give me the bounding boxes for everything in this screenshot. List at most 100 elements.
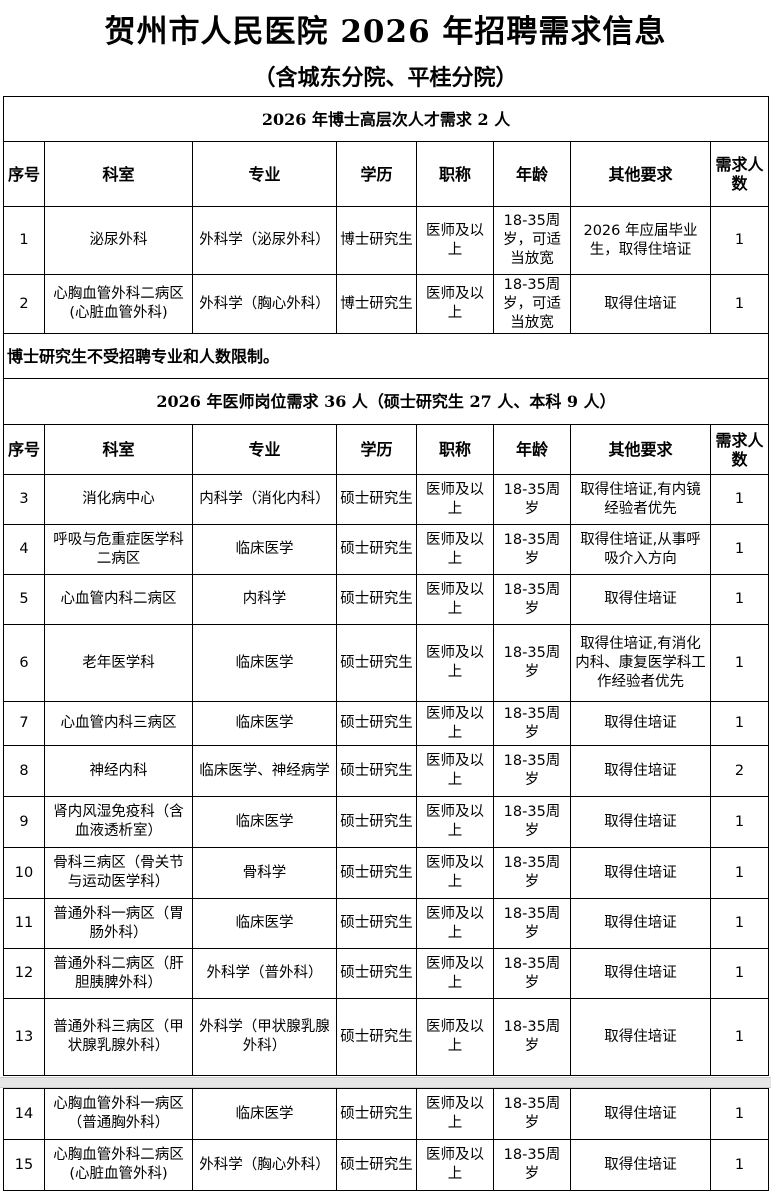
title-cell: 医师及以上 bbox=[416, 701, 494, 746]
age-cell: 18-35周岁 bbox=[493, 624, 571, 702]
age-cell: 18-35周岁 bbox=[493, 1088, 571, 1140]
age-cell: 18-35周岁 bbox=[493, 847, 571, 899]
major-cell: 外科学（胸心外科） bbox=[192, 1139, 337, 1191]
education-cell: 硕士研究生 bbox=[336, 796, 417, 848]
title-cell: 医师及以上 bbox=[416, 574, 494, 625]
title-cell: 医师及以上 bbox=[416, 1088, 494, 1140]
count-cell: 1 bbox=[709, 796, 770, 848]
other-req-cell: 2026 年应届毕业生，取得住培证 bbox=[570, 206, 711, 275]
department-cell: 呼吸与危重症医学科二病区 bbox=[44, 524, 193, 575]
count-cell: 1 bbox=[709, 274, 770, 334]
other-req-cell: 取得住培证 bbox=[570, 701, 711, 746]
major-cell: 内科学 bbox=[192, 574, 337, 625]
table-row: 13 普通外科三病区（甲状腺乳腺外科） 外科学（甲状腺乳腺外科） 硕士研究生 医师及以上… bbox=[3, 998, 770, 1076]
other-req-cell: 取得住培证,有内镜经验者优先 bbox=[570, 474, 711, 525]
seq-cell: 5 bbox=[3, 574, 45, 625]
major-cell: 临床医学、神经病学 bbox=[192, 745, 337, 797]
department-cell: 心血管内科二病区 bbox=[44, 574, 193, 625]
header-row: 序号 科室 专业 学历 职称 年龄 其他要求 需求人数 bbox=[3, 141, 770, 207]
department-cell: 普通外科三病区（甲状腺乳腺外科） bbox=[44, 998, 193, 1076]
table-row: 11 普通外科一病区（胃肠外科） 临床医学 硕士研究生 医师及以上 18-35周岁 取得住培… bbox=[3, 898, 770, 949]
age-cell: 18-35周岁 bbox=[493, 745, 571, 797]
column-header: 序号 bbox=[3, 424, 45, 475]
age-cell: 18-35周岁 bbox=[493, 701, 571, 746]
header-row: 序号 科室 专业 学历 职称 年龄 其他要求 需求人数 bbox=[3, 424, 770, 475]
title-cell: 医师及以上 bbox=[416, 1139, 494, 1191]
section-heading-row: 2026 年博士高层次人才需求 2 人 bbox=[2, 96, 770, 142]
other-req-cell: 取得住培证 bbox=[570, 1139, 711, 1191]
department-cell: 心胸血管外科二病区(心脏血管外科) bbox=[44, 274, 193, 334]
seq-cell: 14 bbox=[3, 1088, 45, 1140]
seq-cell: 9 bbox=[3, 796, 45, 848]
seq-cell: 12 bbox=[3, 948, 45, 999]
other-req-cell: 取得住培证,从事呼吸介入方向 bbox=[570, 524, 711, 575]
title-cell: 医师及以上 bbox=[416, 948, 494, 999]
other-req-cell: 取得住培证 bbox=[570, 898, 711, 949]
education-cell: 硕士研究生 bbox=[336, 948, 417, 999]
column-header: 序号 bbox=[3, 141, 45, 207]
section-heading-row: 2026 年医师岗位需求 36 人（硕士研究生 27 人、本科 9 人） bbox=[2, 378, 770, 425]
title-cell: 医师及以上 bbox=[416, 796, 494, 848]
section-heading: 2026 年医师岗位需求 36 人（硕士研究生 27 人、本科 9 人） bbox=[2, 378, 770, 425]
table-row: 1 泌尿外科 外科学（泌尿外科） 博士研究生 医师及以上 18-35周岁，可适当放宽 202… bbox=[3, 206, 770, 275]
title-cell: 医师及以上 bbox=[416, 524, 494, 575]
major-cell: 外科学（普外科） bbox=[192, 948, 337, 999]
other-req-cell: 取得住培证 bbox=[570, 847, 711, 899]
age-cell: 18-35周岁 bbox=[493, 898, 571, 949]
department-cell: 心胸血管外科一病区（普通胸外科） bbox=[44, 1088, 193, 1140]
count-cell: 2 bbox=[709, 745, 770, 797]
column-header: 其他要求 bbox=[570, 424, 711, 475]
department-cell: 心血管内科三病区 bbox=[44, 701, 193, 746]
education-cell: 硕士研究生 bbox=[336, 474, 417, 525]
education-cell: 硕士研究生 bbox=[336, 574, 417, 625]
title-cell: 医师及以上 bbox=[416, 474, 494, 525]
table-row: 10 骨科三病区（骨关节与运动医学科） 骨科学 硕士研究生 医师及以上 18-35周岁 取得… bbox=[3, 847, 770, 899]
age-cell: 18-35周岁 bbox=[493, 796, 571, 848]
other-req-cell: 取得住培证,有消化内科、康复医学科工作经验者优先 bbox=[570, 624, 711, 702]
education-cell: 博士研究生 bbox=[336, 206, 417, 275]
count-cell: 1 bbox=[709, 624, 770, 702]
table-row: 4 呼吸与危重症医学科二病区 临床医学 硕士研究生 医师及以上 18-35周岁 取得住培证,… bbox=[3, 524, 770, 575]
seq-cell: 11 bbox=[3, 898, 45, 949]
recruitment-table: 2026 年博士高层次人才需求 2 人序号 科室 专业 学历 职称 年龄 其他要求 需求人数 1… bbox=[2, 96, 770, 1076]
major-cell: 外科学（胸心外科） bbox=[192, 274, 337, 334]
age-cell: 18-35周岁 bbox=[493, 998, 571, 1076]
age-cell: 18-35周岁 bbox=[493, 474, 571, 525]
age-cell: 18-35周岁，可适当放宽 bbox=[493, 274, 571, 334]
seq-cell: 4 bbox=[3, 524, 45, 575]
column-header: 需求人数 bbox=[709, 141, 770, 207]
column-header: 学历 bbox=[336, 424, 417, 475]
age-cell: 18-35周岁 bbox=[493, 1139, 571, 1191]
seq-cell: 15 bbox=[3, 1139, 45, 1191]
count-cell: 1 bbox=[709, 998, 770, 1076]
column-header: 需求人数 bbox=[709, 424, 770, 475]
table-row: 3 消化病中心 内科学（消化内科） 硕士研究生 医师及以上 18-35周岁 取得住培证,有内… bbox=[3, 474, 770, 525]
title-cell: 医师及以上 bbox=[416, 206, 494, 275]
age-cell: 18-35周岁 bbox=[493, 574, 571, 625]
count-cell: 1 bbox=[709, 474, 770, 525]
column-header: 专业 bbox=[192, 424, 337, 475]
department-cell: 消化病中心 bbox=[44, 474, 193, 525]
table-row: 8 神经内科 临床医学、神经病学 硕士研究生 医师及以上 18-35周岁 取得住培证 2 bbox=[3, 745, 770, 797]
age-cell: 18-35周岁，可适当放宽 bbox=[493, 206, 571, 275]
department-cell: 心胸血管外科二病区(心脏血管外科) bbox=[44, 1139, 193, 1191]
note-row: 博士研究生不受招聘专业和人数限制。 bbox=[2, 333, 770, 379]
major-cell: 临床医学 bbox=[192, 1088, 337, 1140]
department-cell: 神经内科 bbox=[44, 745, 193, 797]
education-cell: 硕士研究生 bbox=[336, 847, 417, 899]
department-cell: 泌尿外科 bbox=[44, 206, 193, 275]
department-cell: 普通外科二病区（肝胆胰脾外科） bbox=[44, 948, 193, 999]
major-cell: 外科学（泌尿外科） bbox=[192, 206, 337, 275]
seq-cell: 7 bbox=[3, 701, 45, 746]
education-cell: 硕士研究生 bbox=[336, 998, 417, 1076]
seq-cell: 10 bbox=[3, 847, 45, 899]
major-cell: 外科学（甲状腺乳腺外科） bbox=[192, 998, 337, 1076]
note: 博士研究生不受招聘专业和人数限制。 bbox=[2, 333, 770, 379]
education-cell: 硕士研究生 bbox=[336, 701, 417, 746]
other-req-cell: 取得住培证 bbox=[570, 274, 711, 334]
count-cell: 1 bbox=[709, 948, 770, 999]
column-header: 职称 bbox=[416, 424, 494, 475]
other-req-cell: 取得住培证 bbox=[570, 1088, 711, 1140]
column-header: 年龄 bbox=[493, 424, 571, 475]
department-cell: 普通外科一病区（胃肠外科） bbox=[44, 898, 193, 949]
